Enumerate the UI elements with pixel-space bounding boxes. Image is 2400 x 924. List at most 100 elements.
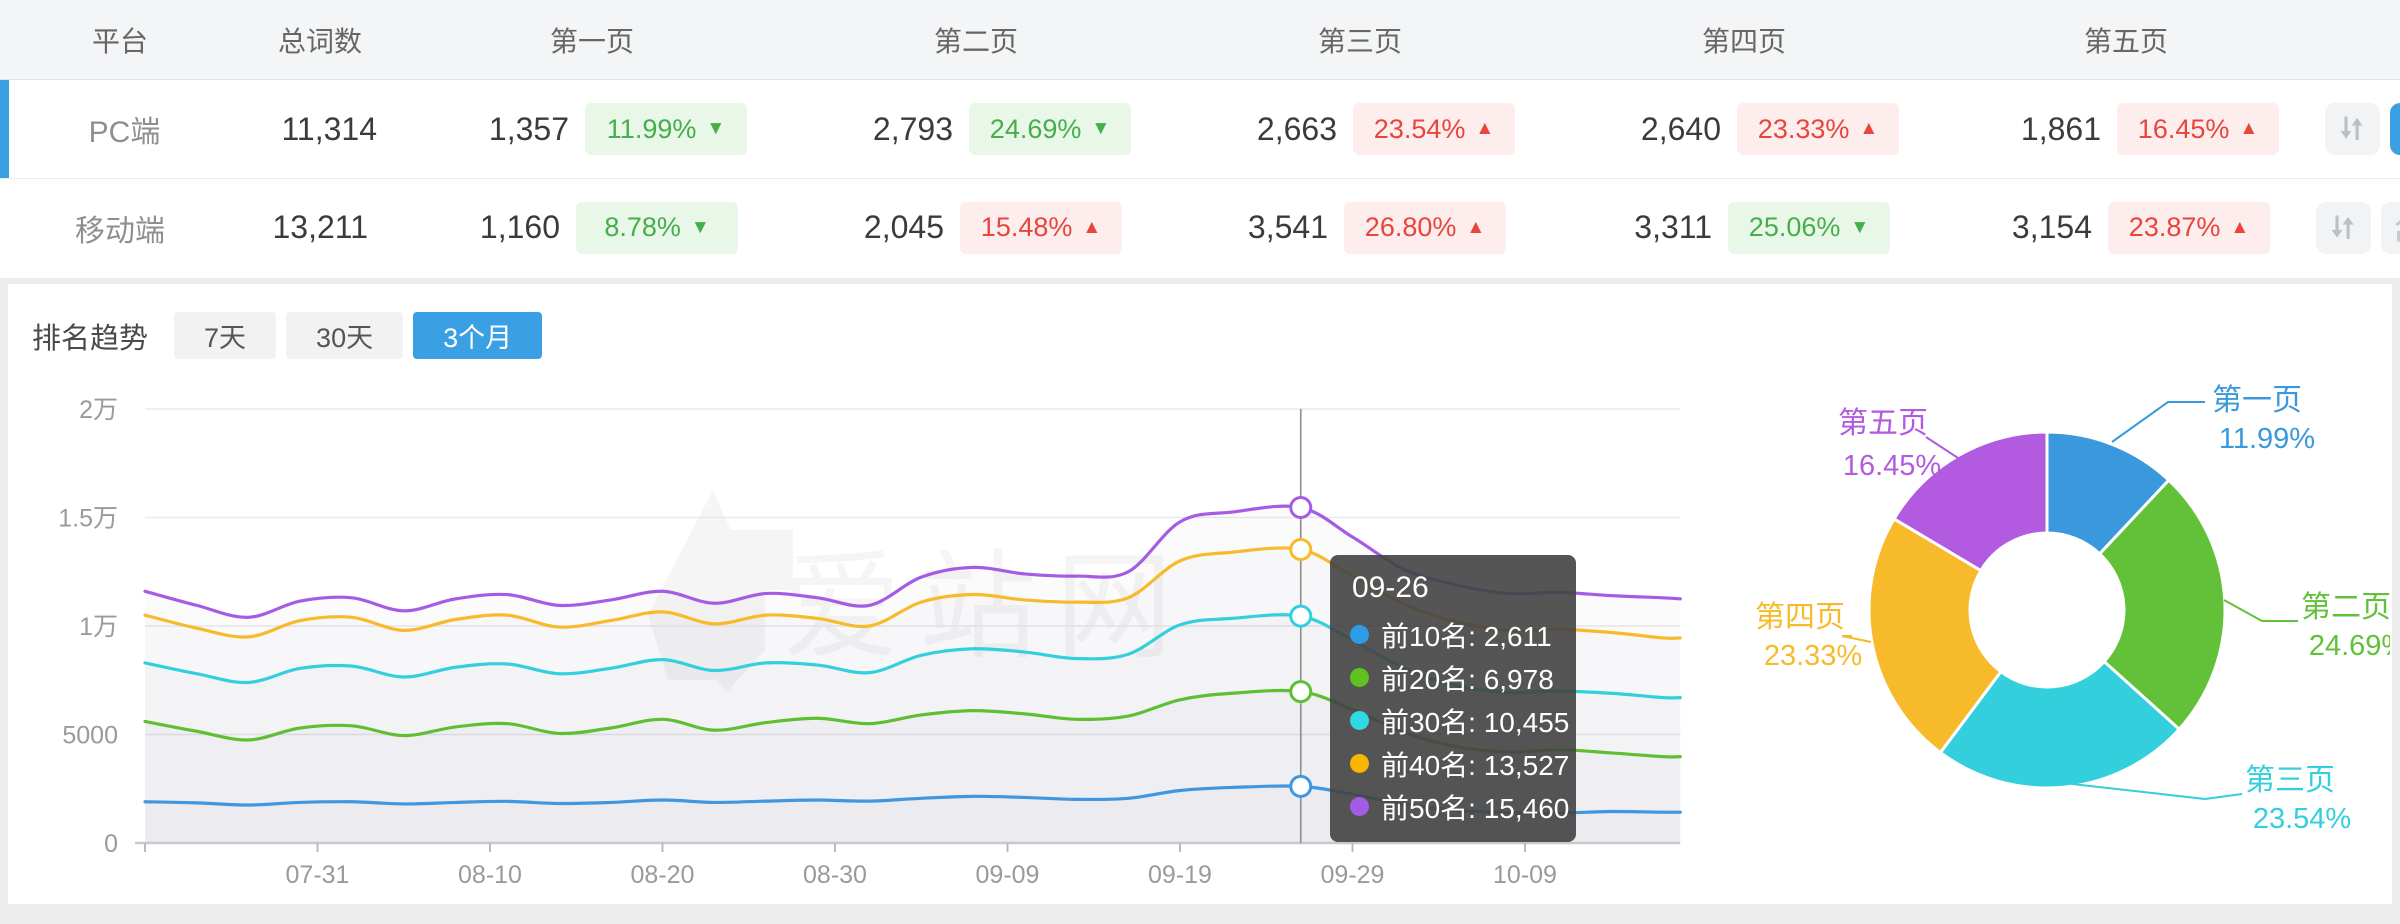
page1-trend-badge: 11.99% ▼ bbox=[585, 103, 747, 155]
trend-chart-icon bbox=[2394, 219, 2400, 241]
x-axis-label: 09-19 bbox=[1148, 861, 1212, 889]
page1-trend-badge: 8.78% ▼ bbox=[576, 201, 738, 254]
trend-title: 排名趋势 bbox=[32, 322, 149, 355]
page3-cell: 3,541 26.80% ▲ bbox=[1168, 201, 1552, 254]
trend-arrow-icon: ▲ bbox=[1082, 216, 1102, 238]
x-axis-label: 08-30 bbox=[803, 861, 867, 889]
sort-toggle-button[interactable] bbox=[2316, 201, 2371, 254]
x-axis-label: 09-09 bbox=[976, 861, 1040, 889]
range-7d-button[interactable]: 7天 bbox=[174, 312, 277, 359]
donut-slice-第一页[interactable] bbox=[2045, 430, 2171, 556]
total-words-value: 11,314 bbox=[281, 110, 378, 147]
trend-arrow-icon: ▲ bbox=[2239, 118, 2259, 139]
crosshair-marker bbox=[1289, 604, 1313, 628]
sort-arrows-icon bbox=[2340, 116, 2363, 141]
page4-trend-badge: 25.06% ▼ bbox=[1728, 201, 1890, 254]
x-axis-label: 10-09 bbox=[1493, 861, 1557, 889]
keyword-rank-summary-table: 平台 总词数 第一页 第二页 第三页 第四页 第五页 PC端 11,314 1,… bbox=[0, 0, 2400, 278]
sort-toggle-button[interactable] bbox=[2325, 103, 2380, 155]
page5-trend-badge: 16.45% ▲ bbox=[2117, 103, 2279, 155]
page5-count: 1,861 bbox=[2020, 110, 2101, 147]
donut-slice-第三页[interactable] bbox=[1938, 659, 2182, 790]
total-words-value: 13,211 bbox=[272, 209, 369, 245]
trend-chart-button[interactable] bbox=[2390, 103, 2400, 155]
x-axis-label: 08-10 bbox=[458, 861, 522, 889]
table-row-pc[interactable]: PC端 11,314 1,357 11.99% ▼ 2,793 24.69% ▼ 2… bbox=[0, 80, 2400, 178]
donut-pct-第五页: 16.45% bbox=[1843, 450, 1941, 482]
donut-label-第一页: 第一页 bbox=[2212, 384, 2302, 417]
header-page2: 第二页 bbox=[933, 25, 1018, 57]
header-page5: 第五页 bbox=[2083, 25, 2168, 57]
donut-pct-第二页: 24.69% bbox=[2309, 630, 2390, 662]
trend-arrow-icon: ▼ bbox=[1850, 216, 1870, 238]
page2-count: 2,045 bbox=[863, 209, 944, 245]
range-3m-button[interactable]: 3个月 bbox=[413, 312, 543, 359]
trend-arrow-icon: ▲ bbox=[2230, 216, 2250, 238]
page2-trend-badge: 15.48% ▲ bbox=[960, 201, 1122, 254]
y-axis-label: 2万 bbox=[79, 396, 118, 424]
page2-cell: 2,793 24.69% ▼ bbox=[793, 103, 1177, 155]
page1-count: 1,160 bbox=[479, 209, 560, 245]
page-distribution-donut-chart[interactable]: 第一页 11.99% 第二页 24.69% 第三页 23.54% 第四页 23.33% 第五页 1… bbox=[1700, 290, 2390, 900]
page5-cell: 1,861 16.45% ▲ bbox=[1945, 103, 2325, 155]
header-page1: 第一页 bbox=[549, 25, 634, 57]
y-axis-label: 1.5万 bbox=[58, 505, 118, 533]
x-axis-label: 09-29 bbox=[1321, 861, 1385, 889]
header-platform: 平台 bbox=[91, 25, 148, 57]
donut-label-第五页: 第五页 bbox=[1838, 407, 1928, 440]
page4-cell: 3,311 25.06% ▼ bbox=[1552, 201, 1936, 254]
trend-arrow-icon: ▲ bbox=[1466, 216, 1486, 238]
page5-count: 3,154 bbox=[2011, 209, 2092, 245]
sort-arrows-icon bbox=[2331, 215, 2354, 239]
page5-trend-badge: 23.87% ▲ bbox=[2108, 201, 2270, 254]
page1-cell: 1,357 11.99% ▼ bbox=[409, 103, 793, 155]
table-header-row: 平台 总词数 第一页 第二页 第三页 第四页 第五页 bbox=[0, 0, 2400, 80]
donut-label-第三页: 第三页 bbox=[2245, 764, 2335, 797]
page1-cell: 1,160 8.78% ▼ bbox=[400, 201, 784, 254]
trend-arrow-icon: ▼ bbox=[706, 118, 726, 139]
rank-trend-line-chart[interactable]: 爱站网050001万1.5万2万07-3108-1008-2008-3009-0… bbox=[8, 380, 1700, 900]
range-30d-button[interactable]: 30天 bbox=[286, 312, 404, 359]
crosshair-marker bbox=[1289, 680, 1313, 704]
donut-slice-第五页[interactable] bbox=[1892, 430, 2049, 573]
platform-label: 移动端 bbox=[75, 214, 165, 248]
trend-arrow-icon: ▼ bbox=[1091, 118, 1111, 139]
donut-label-第二页: 第二页 bbox=[2301, 591, 2390, 624]
y-axis-label: 0 bbox=[104, 830, 118, 858]
y-axis-label: 5000 bbox=[62, 722, 118, 750]
page2-trend-badge: 24.69% ▼ bbox=[969, 103, 1131, 155]
platform-label: PC端 bbox=[88, 116, 161, 149]
trend-toolbar: 排名趋势 7天 30天 3个月 bbox=[32, 312, 552, 359]
page4-cell: 2,640 23.33% ▲ bbox=[1561, 103, 1945, 155]
page1-count: 1,357 bbox=[488, 110, 569, 147]
rank-trend-panel: 排名趋势 7天 30天 3个月 爱站网050001万1.5万2万07-3108-… bbox=[8, 284, 2392, 904]
header-page3: 第三页 bbox=[1317, 25, 1402, 57]
trend-chart-button[interactable] bbox=[2381, 201, 2400, 254]
x-axis-label: 08-20 bbox=[631, 861, 695, 889]
table-row-mobile[interactable]: 移动端 13,211 1,160 8.78% ▼ 2,045 15.48% ▲ 3,… bbox=[0, 178, 2400, 276]
page2-cell: 2,045 15.48% ▲ bbox=[784, 201, 1168, 254]
trend-arrow-icon: ▲ bbox=[1859, 118, 1879, 139]
donut-pct-第四页: 23.33% bbox=[1764, 640, 1862, 672]
donut-slice-第四页[interactable] bbox=[1867, 516, 2003, 755]
donut-slice-第二页[interactable] bbox=[2097, 478, 2227, 732]
page5-cell: 3,154 23.87% ▲ bbox=[1936, 201, 2316, 254]
y-axis-label: 1万 bbox=[79, 613, 118, 641]
page3-count: 3,541 bbox=[1247, 209, 1328, 245]
page4-count: 2,640 bbox=[1640, 110, 1721, 147]
page2-count: 2,793 bbox=[872, 110, 953, 147]
page4-count: 3,311 bbox=[1634, 209, 1712, 245]
x-axis-label: 07-31 bbox=[286, 861, 350, 889]
crosshair-marker bbox=[1289, 496, 1313, 520]
page3-count: 2,663 bbox=[1256, 110, 1337, 147]
donut-label-第四页: 第四页 bbox=[1755, 601, 1845, 634]
page3-trend-badge: 26.80% ▲ bbox=[1344, 201, 1506, 254]
crosshair-marker bbox=[1289, 774, 1313, 798]
page3-trend-badge: 23.54% ▲ bbox=[1353, 103, 1515, 155]
page3-cell: 2,663 23.54% ▲ bbox=[1177, 103, 1561, 155]
header-total-words: 总词数 bbox=[277, 25, 362, 57]
trend-arrow-icon: ▼ bbox=[690, 216, 710, 238]
donut-pct-第三页: 23.54% bbox=[2253, 803, 2351, 835]
page4-trend-badge: 23.33% ▲ bbox=[1737, 103, 1899, 155]
trend-arrow-icon: ▲ bbox=[1475, 118, 1495, 139]
